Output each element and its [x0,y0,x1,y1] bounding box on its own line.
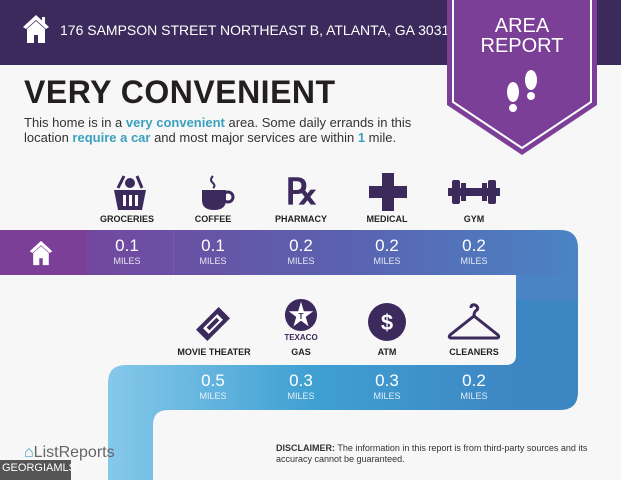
texaco-icon: T [258,297,344,333]
dollar-icon: $ [344,300,430,344]
label-groceries: GROCERIES [99,214,154,224]
distance-gas: 0.3 MILES [287,371,315,401]
distance-coffee: 0.1 MILES [199,236,227,266]
listreports-logo: ⌂ListReports [24,444,115,461]
area-report-badge [447,0,597,155]
hanger-icon [431,300,517,344]
texaco-brand-text: TEXACO [284,333,318,342]
rx-icon: ℞ [285,172,319,212]
grocery-basket-icon [87,170,173,214]
label-gym: GYM [463,214,485,224]
georgia-mls-logo: GEORGIAMLS [0,460,76,480]
ticket-icon [170,302,256,346]
distance-groceries: 0.1 MILES [113,236,141,266]
label-medical: MEDICAL [366,214,408,224]
home-icon [23,15,49,43]
label-gas: GAS [291,347,311,357]
label-pharmacy: PHARMACY [274,214,327,224]
home-start-icon [29,240,53,266]
distance-movie-theater: 0.5 MILES [199,371,227,401]
description: This home is in a very convenient area. … [24,115,412,145]
dumbbell-icon [431,170,517,214]
svg-text:T: T [298,311,304,321]
address: 176 SAMPSON STREET NORTHEAST B, ATLANTA,… [60,22,458,38]
label-coffee: COFFEE [194,214,232,224]
badge-line1: AREA [494,15,550,37]
disclaimer: DISCLAIMER: The information in this repo… [276,443,588,464]
label-cleaners: CLEANERS [449,347,499,357]
label-atm: ATM [377,347,397,357]
svg-text:$: $ [381,310,393,335]
label-movie-theater: MOVIE THEATER [177,347,251,357]
medical-cross-icon [345,170,431,214]
badge-text: AREA REPORT [447,16,597,56]
distance-medical: 0.2 MILES [373,236,401,266]
badge-line2: REPORT [480,35,564,57]
coffee-cup-icon [173,170,259,214]
distance-gym: 0.2 MILES [460,236,488,266]
distance-pharmacy: 0.2 MILES [287,236,315,266]
distance-atm: 0.3 MILES [373,371,401,401]
distance-cleaners: 0.2 MILES [460,371,488,401]
page-title: VERY CONVENIENT [24,74,336,110]
